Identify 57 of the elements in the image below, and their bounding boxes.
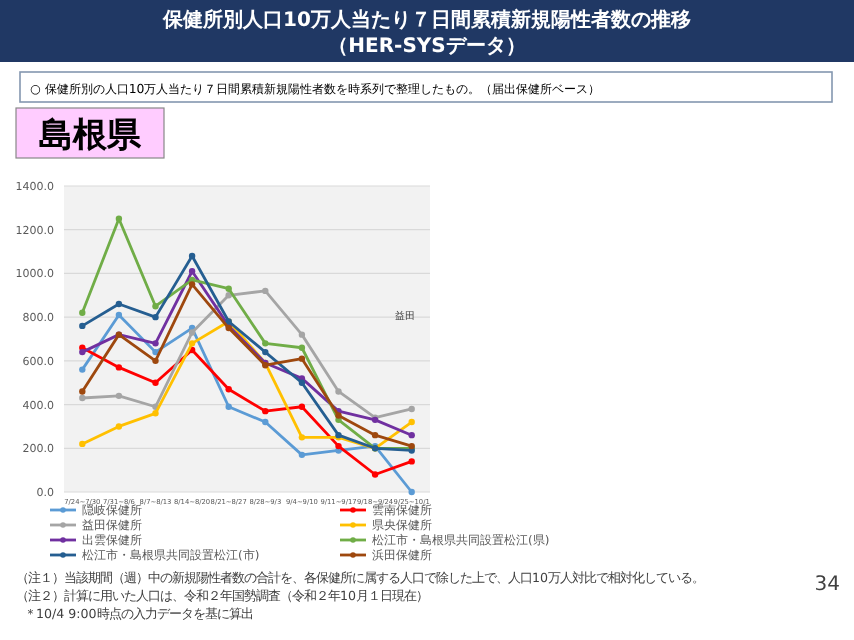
point: [298, 331, 306, 338]
line-series: [79, 252, 415, 454]
point: [335, 388, 342, 395]
point: [225, 292, 232, 299]
point: [298, 344, 306, 351]
point: [79, 322, 86, 330]
point: [188, 281, 196, 288]
point: [225, 386, 232, 393]
chart-title: 保健所別人口10万人当たり７日間累積新規陽性者数の推移: [161, 8, 691, 32]
point: [152, 379, 159, 386]
point: [79, 394, 86, 402]
point: [408, 431, 415, 439]
point: [115, 364, 123, 371]
line-series: [79, 287, 415, 421]
point: [225, 285, 232, 292]
text: 34: [814, 574, 840, 596]
point: [408, 405, 415, 413]
chart-subtitle: （HER-SYSデータ）: [328, 36, 526, 58]
point: [298, 355, 306, 362]
point: [188, 340, 196, 347]
point: [298, 451, 306, 459]
point: [262, 407, 269, 415]
point: [298, 403, 306, 410]
point: [188, 268, 196, 275]
point: [79, 440, 86, 448]
point: [188, 329, 196, 336]
point: [262, 418, 269, 426]
point: [115, 392, 123, 400]
point: [152, 340, 159, 347]
point: [298, 434, 306, 441]
point: [152, 313, 159, 321]
text: 島根県: [39, 116, 143, 156]
point: [152, 357, 159, 365]
point: [115, 423, 123, 430]
point: [371, 471, 379, 478]
point: [335, 442, 342, 450]
line-series: [79, 311, 415, 496]
point: [408, 418, 415, 426]
point: [188, 252, 196, 260]
line-series: [79, 215, 415, 452]
point: [115, 300, 123, 308]
point: [335, 412, 342, 419]
point: [79, 388, 86, 395]
point: [152, 410, 159, 417]
point: [262, 287, 269, 295]
point: [408, 458, 415, 465]
point: [115, 311, 123, 319]
point: [408, 488, 415, 496]
point: [79, 348, 86, 356]
point: [152, 303, 159, 310]
point: [262, 348, 269, 356]
point: [79, 366, 86, 373]
point: [115, 215, 123, 222]
point: [371, 431, 379, 439]
point: [79, 309, 86, 316]
point: [262, 340, 269, 347]
point: [225, 403, 232, 410]
